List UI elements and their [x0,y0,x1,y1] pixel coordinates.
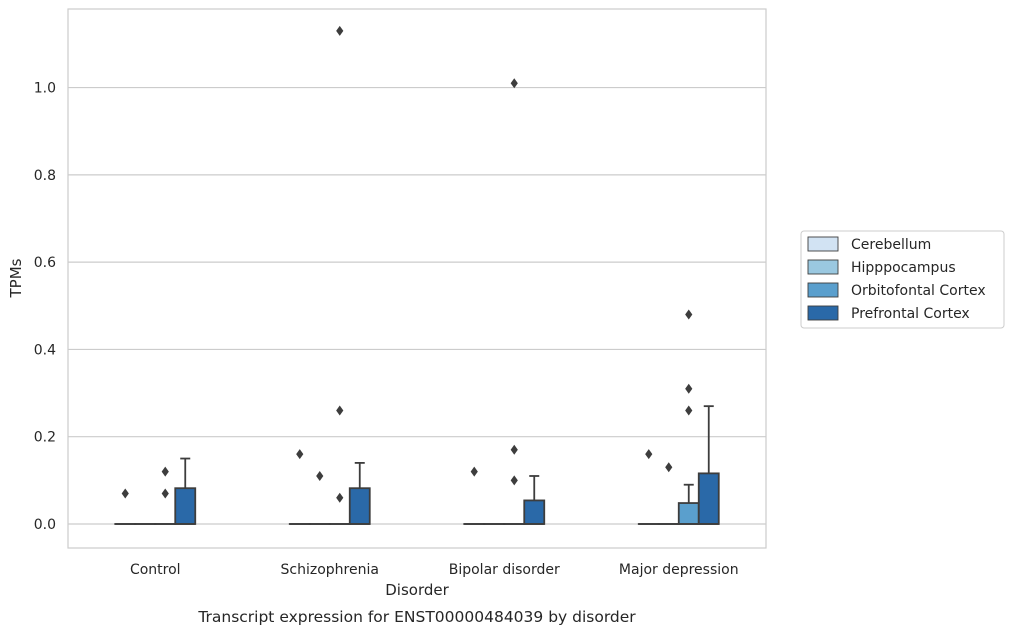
y-axis-ticks: 0.0 0.2 0.4 0.6 0.8 1.0 [34,81,56,533]
legend-label: Cerebellum [851,237,931,253]
box-body [697,472,720,525]
outlier-point [336,405,344,416]
legend-swatch [807,236,839,252]
x-axis-label: Disorder [385,581,449,599]
legend-label: Prefrontal Cortex [851,306,970,322]
outlier-point [121,488,129,499]
legend-label: Orbitofontal Cortex [851,283,986,299]
outliers [121,25,693,503]
legend-swatch [807,282,839,298]
outlier-point [316,470,324,481]
outlier-point [685,309,693,320]
legend-swatch [807,259,839,275]
legend-label: Hipppocampus [851,260,956,276]
outlier-point [161,488,169,499]
outlier-point [336,492,344,503]
y-tick-label: 0.2 [34,430,56,446]
x-tick-label: Control [130,562,181,578]
outlier-point [161,466,169,477]
box-prefrontal-cortex [697,405,720,525]
outlier-point [510,475,518,486]
outlier-point [336,25,344,36]
box-body [523,499,546,525]
box-prefrontal-cortex [523,475,546,525]
y-tick-label: 0.8 [34,168,56,184]
legend-frame [800,230,1005,329]
chart-caption: Transcript expression for ENST0000048403… [197,608,636,626]
boxes [114,405,720,525]
outlier-point [296,449,304,460]
outlier-point [645,449,653,460]
outlier-point [470,466,478,477]
y-tick-label: 0.4 [34,342,56,358]
x-tick-label: Schizophrenia [281,562,379,578]
gridlines [68,86,766,525]
outlier-point [510,78,518,89]
y-axis-label: TPMs [7,258,25,298]
outlier-point [510,444,518,455]
outlier-point [665,462,673,473]
x-tick-label: Bipolar disorder [449,562,560,578]
box-body [348,487,371,525]
box-prefrontal-cortex [174,457,197,525]
legend: Cerebellum Hipppocampus Orbitofontal Corte… [800,230,1005,329]
x-tick-label: Major depression [619,562,739,578]
y-tick-label: 0.0 [34,517,56,533]
outlier-point [685,383,693,394]
legend-swatch [807,305,839,321]
outlier-point [685,405,693,416]
box-body [174,487,197,525]
box-orbitofontal-cortex [677,483,700,525]
plot-area-frame [67,8,767,549]
y-tick-label: 1.0 [34,81,56,97]
x-axis-ticks: Control Schizophrenia Bipolar disorder Majo… [130,562,739,578]
y-tick-label: 0.6 [34,255,56,271]
box-prefrontal-cortex [348,461,371,525]
box-body [677,502,700,525]
